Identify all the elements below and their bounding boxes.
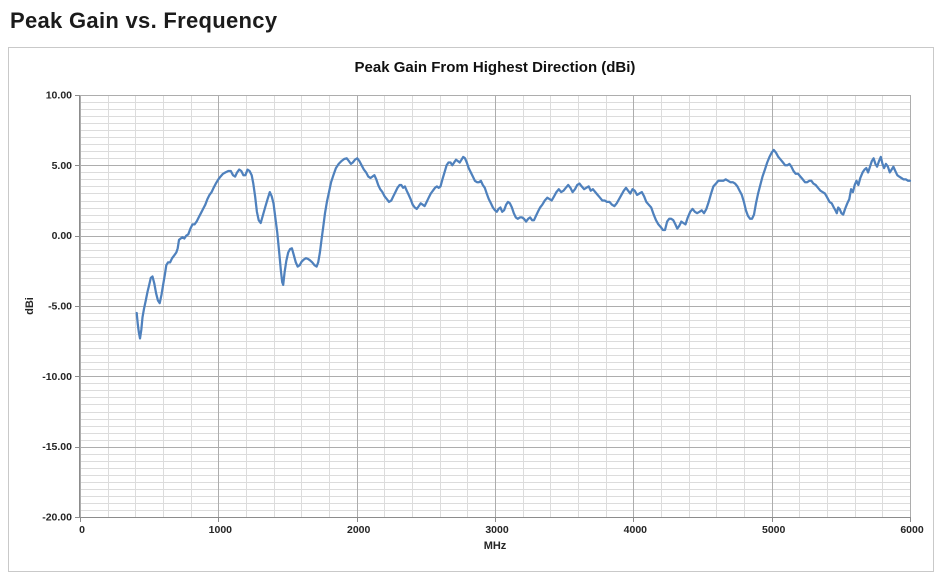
y-axis-title: dBi xyxy=(24,297,36,315)
page-title: Peak Gain vs. Frequency xyxy=(10,8,278,33)
chart-frame xyxy=(8,47,934,572)
x-axis-title: MHz xyxy=(483,540,507,552)
chart-title: Peak Gain From Highest Direction (dBi) xyxy=(354,59,636,76)
